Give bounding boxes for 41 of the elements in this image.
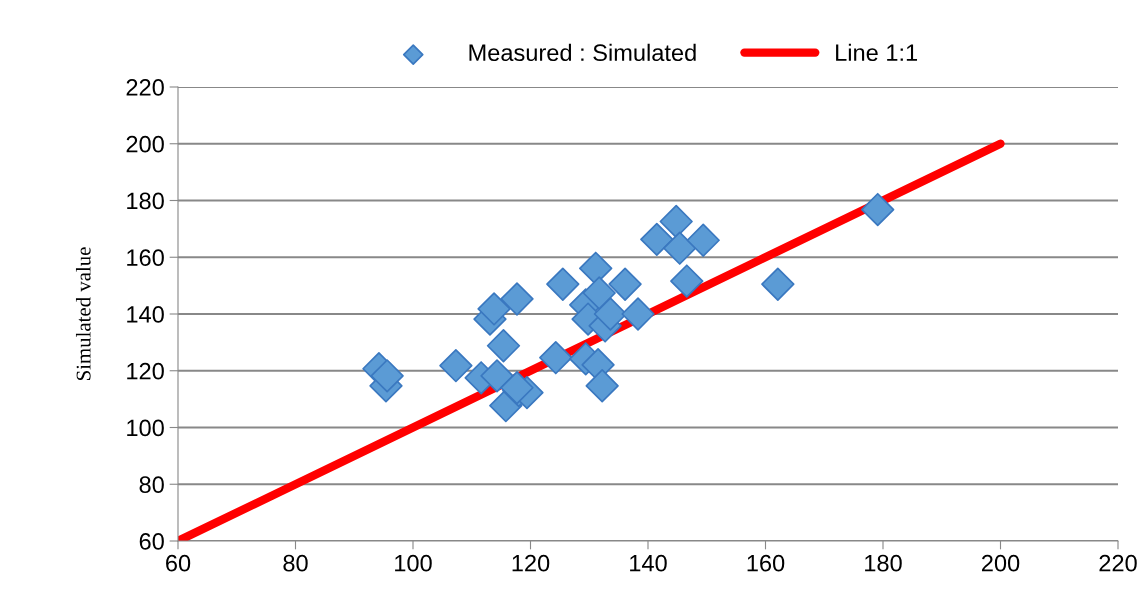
y-axis-title: Simulated value bbox=[75, 247, 91, 381]
point bbox=[663, 231, 697, 265]
point bbox=[659, 204, 693, 239]
x-tick-label: 220 bbox=[1099, 554, 1137, 572]
y-tick-label: 200 bbox=[126, 135, 164, 153]
x-tick-label: 100 bbox=[395, 554, 432, 572]
legend-label: Measured : Simulated bbox=[469, 43, 696, 62]
point bbox=[539, 341, 573, 375]
point bbox=[686, 223, 720, 257]
x-tick-label: 60 bbox=[166, 554, 191, 572]
y-tick-label: 160 bbox=[127, 249, 164, 267]
y-tick-label: 220 bbox=[126, 79, 164, 96]
point bbox=[621, 297, 655, 331]
point bbox=[546, 267, 580, 301]
y-tick-label: 60 bbox=[139, 533, 164, 550]
point bbox=[585, 369, 619, 403]
x-tick-label: 80 bbox=[283, 554, 308, 572]
point bbox=[477, 292, 511, 326]
x-tick-label: 200 bbox=[981, 554, 1020, 572]
point bbox=[761, 267, 795, 301]
point bbox=[579, 251, 613, 285]
point bbox=[670, 264, 704, 298]
y-tick-label: 100 bbox=[127, 419, 164, 437]
x-tick-label: 160 bbox=[747, 554, 785, 572]
x-tick-label: 140 bbox=[630, 554, 667, 572]
legend-label: Line 1:1 bbox=[836, 43, 918, 62]
point bbox=[439, 348, 473, 383]
point bbox=[370, 359, 404, 393]
point bbox=[486, 329, 521, 363]
point bbox=[582, 276, 616, 310]
y-tick-label: 180 bbox=[127, 192, 164, 210]
y-tick-label: 120 bbox=[127, 362, 164, 380]
x-tick-label: 120 bbox=[512, 554, 550, 572]
point bbox=[480, 359, 514, 393]
point bbox=[608, 267, 642, 301]
point bbox=[861, 192, 895, 227]
x-tick-label: 180 bbox=[865, 554, 902, 572]
y-tick-label: 140 bbox=[127, 306, 164, 323]
point bbox=[500, 282, 534, 316]
y-tick-label: 80 bbox=[139, 476, 164, 494]
point bbox=[640, 222, 674, 257]
